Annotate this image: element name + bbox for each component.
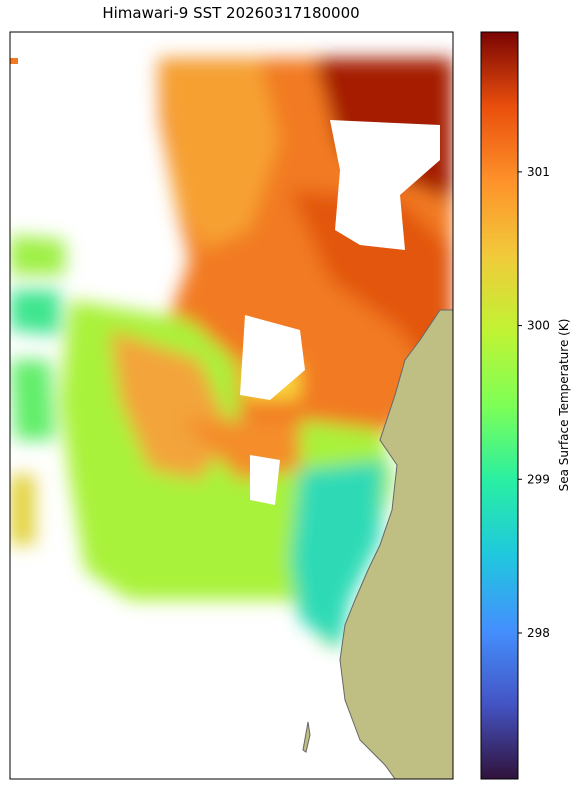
map-frame — [9, 31, 454, 780]
sst-field — [10, 58, 453, 650]
colorbar-tick-label: 299 — [527, 472, 550, 486]
colorbar-ticks: 298 299 300 301 — [518, 165, 550, 640]
colorbar-tick-label: 298 — [527, 626, 550, 640]
colorbar-tick-label: 301 — [527, 165, 550, 179]
map-title: Himawari-9 SST 20260317180000 — [102, 4, 359, 22]
colorbar-label: Sea Surface Temperature (K) — [557, 319, 571, 492]
colorbar-tick-label: 300 — [527, 319, 550, 333]
land — [339, 309, 454, 780]
island — [302, 721, 311, 753]
colorbar — [480, 31, 519, 780]
